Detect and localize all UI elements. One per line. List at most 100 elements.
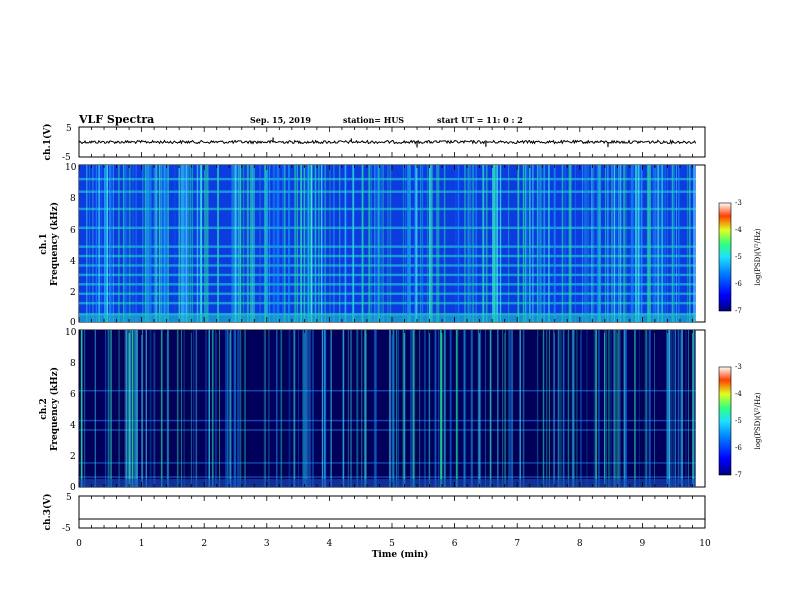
ch2-spectrogram-lowfreq	[79, 479, 696, 487]
ch1-spectrogram-streak-137	[174, 165, 176, 322]
ch1-spectrogram-streak-214	[688, 165, 691, 322]
ch2-spectrogram-streak-57	[239, 330, 242, 487]
ch2-spectrogram-streak-135	[681, 330, 683, 487]
ch2-spectrogram-streak-194	[596, 330, 597, 487]
ch1-spectrogram-streak-118	[153, 165, 156, 322]
ch1-spectrogram-streak-38	[232, 165, 234, 322]
ch2-spectrogram-streak-155	[347, 330, 349, 487]
ch2-spectrogram-streak-115	[105, 330, 107, 487]
ch2-spectrogram-streak-182	[134, 330, 137, 487]
ch2-spectrogram-streak-150	[161, 330, 163, 487]
ch1-spectrogram-streak-131	[517, 165, 519, 322]
x-axis-title: Time (min)	[372, 549, 429, 560]
ch1-spectrogram-streak-20	[402, 165, 404, 322]
ch1-spectrogram-streak-108	[266, 165, 268, 322]
ch1-spectrogram-streak-90	[586, 165, 587, 322]
ch1-spectrogram-streak-106	[420, 165, 422, 322]
ch2-spectrogram-streak-40	[457, 330, 459, 487]
ch2-spectrogram-streak-118	[572, 330, 575, 487]
ch1-spectrogram-streak-6	[656, 165, 658, 322]
ch1-spectrogram-band-8	[79, 226, 696, 229]
ch2-spectrogram-streak-175	[623, 330, 625, 487]
ch2-spectrogram-streak-58	[562, 330, 564, 487]
ch2-spectrogram-streak-113	[440, 330, 443, 487]
ch1-spectrogram-streak-92	[607, 165, 609, 322]
ch1-spectrogram-streak-234	[320, 165, 323, 322]
ch2-ylabel-channel: ch.2	[39, 398, 49, 419]
ch2-spectrogram-streak-63	[364, 330, 366, 487]
ch2-spectrogram-streak-67	[276, 330, 278, 487]
x-tick-label-3: 3	[264, 539, 270, 549]
ch1-spectrogram-streak-175	[536, 165, 539, 322]
ch1-spectrogram-streak-187	[310, 165, 313, 322]
ch1-spectrogram-streak-71	[657, 165, 660, 322]
ch2-cb-tick-m7: -7	[735, 471, 742, 479]
ch1-spectrogram-streak-54	[264, 165, 265, 322]
ch2-spectrogram-streak-82	[364, 330, 367, 487]
ch1-spectrogram-streak-57	[188, 165, 190, 322]
ch1-spectrogram-streak-141	[100, 165, 102, 322]
ch1-spectrogram-streak-168	[591, 165, 593, 322]
ch1-spectrogram-streak-190	[163, 165, 166, 322]
ch2-spectrogram-streak-18	[312, 330, 314, 487]
ch2-spectrogram-streak-188	[443, 330, 446, 487]
ch1-spectrogram-streak-196	[288, 165, 290, 322]
ch1-spectrogram-streak-35	[370, 165, 372, 322]
ch1-spectrogram-streak-166	[561, 165, 564, 322]
header-start-ut: start UT = 11: 0 : 2	[437, 115, 523, 125]
ch2-spectrogram-streak-56	[470, 330, 472, 487]
ch1-spectrogram-streak-122	[107, 165, 108, 322]
panel-ch2-spectrogram: 0 2 4 6 8 10 ch.2 Frequency (kHz) -3 -4 …	[39, 328, 762, 493]
ch2-spectrogram-streak-152	[134, 330, 136, 487]
ch1-spectrogram-band-6	[79, 254, 696, 258]
ch2-spectrogram-streak-149	[438, 330, 440, 487]
ch2-spectrogram-streak-50	[593, 330, 596, 487]
ch2-spectrogram-streak-99	[118, 330, 120, 487]
ch1-spectrogram-streak-86	[457, 165, 460, 322]
ch2-spectrogram-streak-68	[208, 330, 210, 487]
x-tick-label-4: 4	[327, 539, 333, 549]
ch2-spectrogram-streak-41	[464, 330, 467, 487]
ch1-spectrogram-streak-77	[469, 165, 471, 322]
ch1-spectrogram-streak-148	[98, 165, 100, 322]
ch2-spectrogram-streak-84	[511, 330, 513, 487]
ch1-spectrogram-streak-236	[407, 165, 409, 322]
ch1-spectrogram-streak-228	[375, 165, 376, 322]
ch2-spectrogram-streak-36	[624, 330, 626, 487]
ch2-ylabel-frequency: Frequency (kHz)	[49, 367, 60, 451]
ch1-ytick-bottom: -5	[62, 153, 71, 163]
ch2-spectrogram-streak-35	[160, 330, 163, 487]
ch2-spectrogram-streak-147	[634, 330, 636, 487]
ch1-spectrogram-streak-113	[673, 165, 675, 322]
ch1-spectrogram-streak-64	[389, 165, 392, 322]
ch2-spectrogram-streak-28	[361, 330, 363, 487]
ch1-spectrogram-streak-253	[526, 165, 528, 322]
ch2-spectrogram-streak-127	[685, 330, 687, 487]
ch2-spectrogram-streak-120	[617, 330, 619, 487]
ch2-freq-tick-2: 2	[70, 452, 76, 462]
ch2-spectrogram-streak-171	[644, 330, 647, 487]
ch2-spectrogram-streak-196	[485, 330, 486, 487]
ch1-spectrogram-streak-192	[281, 165, 284, 322]
ch2-spectrogram-streak-100	[219, 330, 220, 487]
ch1-spectrogram-streak-164	[182, 165, 185, 322]
ch2-spectrogram-streak-107	[293, 330, 295, 487]
ch1-spectrogram-streak-3	[339, 165, 341, 322]
ch1-spectrogram-streak-81	[492, 165, 494, 322]
ch1-spectrogram-streak-59	[192, 165, 194, 322]
ch1-spectrogram-streak-243	[426, 165, 428, 322]
ch2-spectrogram-streak-123	[229, 330, 232, 487]
ch2-spectrogram-streak-38	[434, 330, 437, 487]
ch2-spectrogram-streak-31	[183, 330, 185, 487]
ch1-spectrogram-streak-249	[109, 165, 110, 322]
ch1-spectrogram-streak-259	[206, 165, 209, 322]
ch1-spectrogram-band-11	[79, 177, 696, 181]
ch2-spectrogram-streak-153	[136, 330, 138, 487]
ch2-spectrogram-streak-5	[403, 330, 406, 487]
ch2-spectrogram-band-2	[79, 429, 696, 431]
ch1-spectrogram-streak-107	[352, 165, 355, 322]
ch2-spectrogram-streak-162	[145, 330, 147, 487]
ch1-waveform-trace	[78, 138, 697, 145]
ch2-spectrogram-streak-199	[342, 330, 345, 487]
panel-ch1-spectrogram: 0 2 4 6 8 10 ch.1 Frequency (kHz) -3 -4 …	[39, 163, 762, 328]
